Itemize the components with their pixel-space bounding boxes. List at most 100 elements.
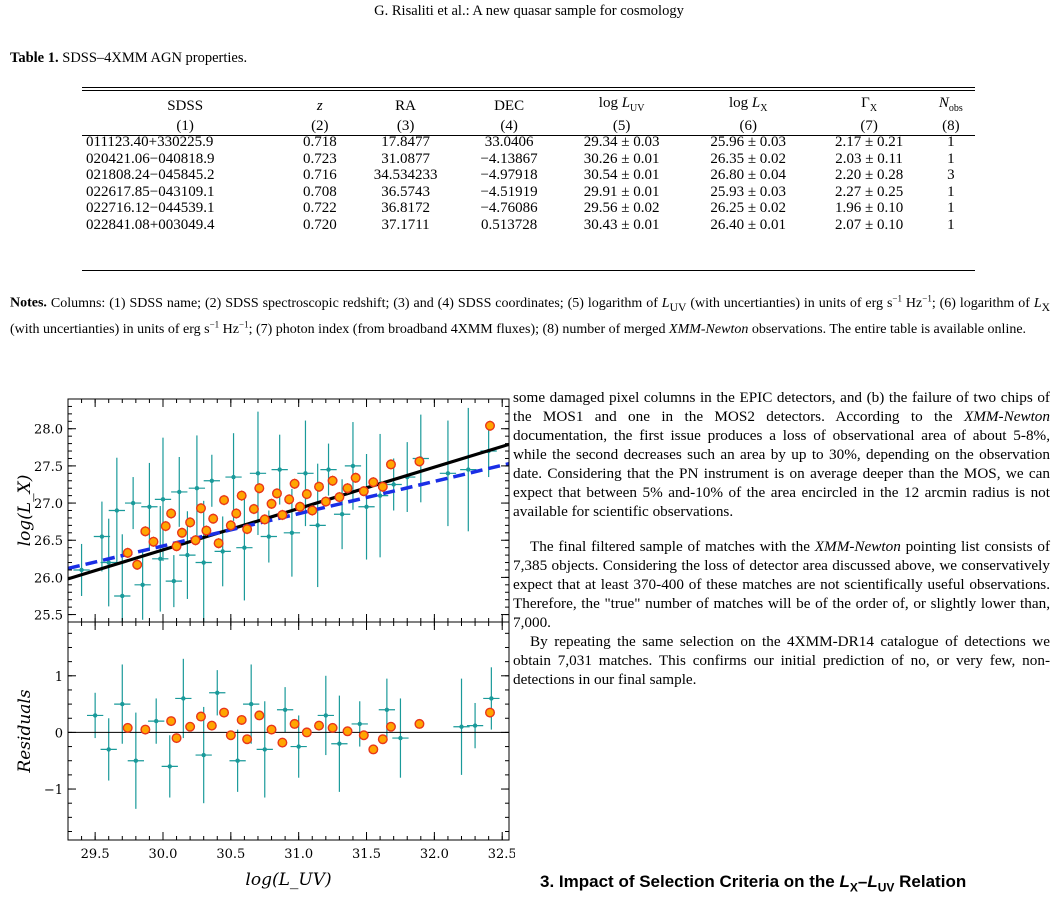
table-cell: 3 [947, 167, 955, 183]
section-heading: 3. Impact of Selection Criteria on the L… [540, 872, 966, 897]
highlighted-point [414, 718, 425, 729]
highlighted-point [295, 501, 306, 512]
data-point [220, 549, 225, 554]
table-cell: 17.8477 [381, 134, 430, 150]
main-plot-area [68, 407, 509, 622]
highlighted-point [213, 538, 224, 549]
table-row: 020421.06−040818.9 0.723 31.0877 −4.13867 30… [82, 151, 975, 168]
data-point [147, 504, 152, 509]
table-cell: 36.5743 [381, 183, 430, 200]
highlighted-point [236, 714, 247, 725]
table-cell: −4.76086 [480, 200, 538, 216]
data-point [277, 467, 282, 472]
highlighted-point [289, 718, 300, 729]
table-cell: 33.0406 [484, 134, 534, 150]
highlighted-point [206, 720, 217, 731]
x-tick-label: 32.5 [488, 847, 515, 862]
column-number: (3) [396, 117, 415, 134]
x-tick-label: 31.0 [284, 847, 313, 862]
paragraph-2: The final filtered sample of matches wit… [513, 538, 1050, 631]
data-point [130, 500, 136, 506]
highlighted-point [148, 536, 159, 547]
highlighted-point [225, 520, 236, 531]
table-header-rule [82, 135, 975, 136]
data-point [350, 463, 356, 469]
data-point [248, 701, 254, 707]
table-cell: 30.43 ± 0.01 [583, 216, 660, 233]
table-cell: 29.34 ± 0.03 [583, 134, 660, 150]
highlighted-point [166, 508, 177, 519]
body-text: some damaged pixel columns in the EPIC d… [513, 388, 1050, 689]
section-title: Impact of Selection Criteria on the LX–L… [558, 872, 967, 895]
highlighted-point [254, 710, 265, 721]
scatter-figure: 25.5 26.0 26.5 27.0 27.5 28.0 log(L_X) −1 0 1 29.5… [15, 398, 515, 890]
data-point [158, 556, 163, 562]
data-point [201, 752, 206, 758]
x-tick-label: 29.5 [81, 847, 110, 862]
column-number: (8) [942, 117, 960, 134]
highlighted-point [231, 508, 242, 519]
table-header-row: SDSS z RA DEC log LUV log LX ΓX Nobs [82, 95, 975, 118]
highlighted-point [122, 547, 133, 558]
table-row: 021808.24−045845.2 0.716 34.534233 −4.97918… [82, 167, 975, 184]
data-point [160, 497, 166, 502]
table-cell: 0.722 [302, 200, 337, 216]
table-cell: 2.03 ± 0.11 [835, 150, 903, 167]
highlighted-point [342, 726, 353, 737]
highlighted-point [171, 733, 182, 744]
highlighted-point [314, 481, 325, 492]
column-header: ΓX [861, 95, 878, 114]
highlighted-point [320, 496, 331, 507]
data-point [472, 723, 478, 728]
highlighted-point [201, 525, 212, 536]
y-tick-label: 26.5 [34, 534, 63, 549]
table-cell: 30.54 ± 0.01 [583, 167, 660, 183]
data-point [106, 747, 111, 752]
column-header: SDSS [167, 98, 204, 114]
table-cell: 0.708 [302, 183, 337, 200]
highlighted-point [219, 707, 230, 718]
highlighted-point [327, 475, 338, 486]
highlighted-point [289, 478, 300, 489]
table-top-rule [82, 87, 975, 88]
table-cell: 29.91 ± 0.01 [583, 183, 660, 200]
data-point [242, 545, 247, 550]
highlighted-point [377, 734, 388, 745]
highlighted-point [242, 734, 253, 745]
section-number: 3. [540, 872, 555, 891]
highlighted-point [414, 456, 425, 467]
table-cell: 1 [947, 200, 955, 216]
highlighted-point [208, 513, 219, 524]
highlighted-point [219, 495, 230, 506]
table-cell: 26.80 ± 0.04 [710, 167, 787, 183]
table-cell: 1 [947, 150, 955, 167]
highlighted-point [259, 514, 270, 525]
y-tick-label: 1 [55, 670, 63, 685]
paragraph-3: By repeating the same selection on the 4… [513, 633, 1050, 688]
data-point [296, 744, 301, 749]
data-point [177, 489, 182, 495]
table-cell: 0.716 [302, 167, 337, 183]
residuals-plot-area [68, 658, 509, 809]
highlighted-point [271, 488, 282, 499]
highlighted-point [301, 727, 312, 738]
table-cell: 2.27 ± 0.25 [834, 183, 904, 200]
highlighted-point [277, 737, 288, 748]
column-header: RA [395, 98, 416, 114]
table-caption: Table 1. SDSS–4XMM AGN properties. [10, 50, 247, 67]
table-cell: 022841.08+003049.4 [86, 216, 215, 233]
highlighted-point [301, 489, 312, 500]
data-point [255, 471, 261, 476]
highlighted-point [132, 559, 143, 570]
table-cell: 1 [947, 183, 955, 200]
table-row: 011123.40+330225.9 0.718 17.8477 33.0406 29.… [82, 134, 975, 151]
data-point [315, 523, 320, 528]
highlighted-point [195, 503, 206, 514]
column-header: DEC [494, 98, 525, 114]
data-point [289, 530, 295, 535]
highlighted-point [254, 483, 265, 494]
highlighted-point [140, 526, 151, 537]
table-cell: 0.723 [302, 150, 337, 167]
table-cell: 1.96 ± 0.10 [834, 200, 904, 216]
column-number: (4) [500, 117, 518, 134]
